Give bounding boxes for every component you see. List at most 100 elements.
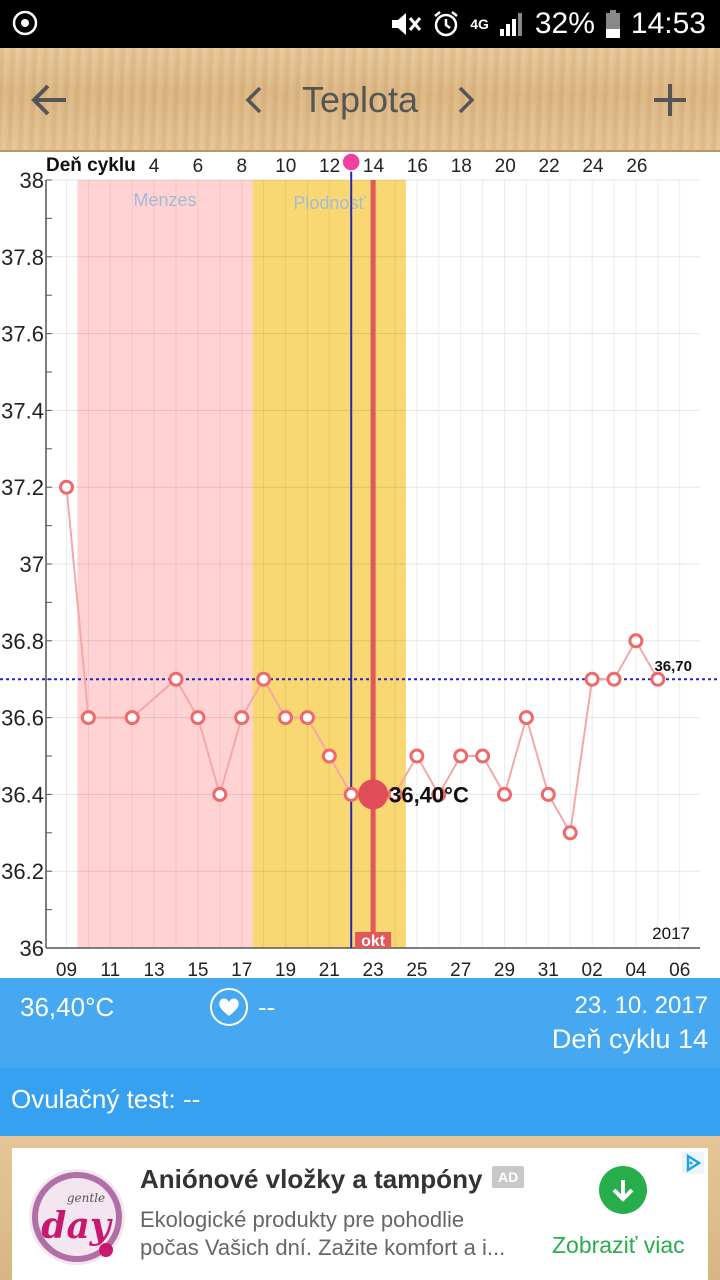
selected-date: 23. 10. 2017 <box>574 992 708 1019</box>
cycle-day-tick-label: 20 <box>495 156 516 177</box>
date-tick-label: 31 <box>538 960 559 978</box>
selected-point[interactable] <box>358 779 389 810</box>
temperature-point[interactable] <box>650 671 666 687</box>
prev-chevron-icon[interactable] <box>236 72 272 128</box>
date-tick-label: 27 <box>450 960 471 978</box>
temperature-point[interactable] <box>562 825 578 841</box>
date-tick-label: 06 <box>669 960 690 978</box>
heart-icon[interactable] <box>210 988 248 1026</box>
title-navigator: Teplota <box>230 70 490 130</box>
y-tick-label: 36.4 <box>1 782 44 807</box>
next-chevron-icon[interactable] <box>448 72 484 128</box>
date-tick-label: 13 <box>144 960 165 978</box>
y-tick-label: 38 <box>20 168 44 193</box>
cycle-day-tick-label: 10 <box>275 156 296 177</box>
ad-cta-button[interactable]: Zobraziť viac <box>552 1232 685 1258</box>
cycle-day-tick-label: 8 <box>237 156 248 177</box>
month-label-bg <box>355 932 392 948</box>
temperature-point[interactable] <box>168 671 184 687</box>
coverline-label: 36,70 <box>654 658 692 675</box>
download-arrow-icon[interactable] <box>599 1166 647 1214</box>
date-tick-label: 17 <box>231 960 252 978</box>
month-label: okt <box>361 933 386 950</box>
y-tick-label: 36.6 <box>1 706 44 731</box>
y-tick-label: 36.2 <box>1 859 44 884</box>
date-tick-label: 09 <box>56 960 77 978</box>
temperature-point[interactable] <box>518 710 534 726</box>
temperature-point[interactable] <box>80 710 96 726</box>
svg-text:day: day <box>41 1205 112 1247</box>
temperature-point[interactable] <box>212 786 228 802</box>
heart-value: -- <box>258 992 276 1022</box>
cycle-day-tick-label: 22 <box>539 156 560 177</box>
cycle-day-tick-label: 12 <box>319 156 340 177</box>
temperature-point[interactable] <box>409 748 425 764</box>
battery-icon <box>605 10 620 38</box>
temperature-point[interactable] <box>234 710 250 726</box>
cycle-day-tick-label: 18 <box>451 156 472 177</box>
y-tick-label: 37.6 <box>1 322 44 347</box>
y-tick-label: 37 <box>20 552 44 577</box>
cycle-day-tick-label: 16 <box>407 156 428 177</box>
network-label: 4G <box>470 16 489 32</box>
temperature-point[interactable] <box>343 786 359 802</box>
date-tick-label: 11 <box>100 960 120 978</box>
temperature-point[interactable] <box>453 748 469 764</box>
signal-icon <box>499 13 522 36</box>
cycle-day-tick-label: 26 <box>626 156 647 177</box>
temperature-point[interactable] <box>256 671 272 687</box>
temperature-point[interactable] <box>59 479 74 495</box>
add-icon[interactable] <box>648 78 692 122</box>
date-tick-label: 15 <box>187 960 208 978</box>
ad-choices-icon[interactable] <box>678 1148 708 1178</box>
cycle-day: Deň cyklu 14 <box>551 1024 708 1054</box>
temperature-point[interactable] <box>124 710 140 726</box>
temperature-chart[interactable]: Menzes Plodnosť 38 37.8 37.6 37.4 37.2 37 36.8 36… <box>0 152 720 981</box>
ad-badge: AD <box>492 1166 525 1188</box>
temperature-point[interactable] <box>387 786 403 802</box>
date-tick-label: 19 <box>275 960 296 978</box>
y-tick-label: 37.8 <box>1 245 44 270</box>
ad-title[interactable]: Aniónové vložky a tampóny <box>140 1164 483 1194</box>
alarm-icon <box>434 11 458 37</box>
date-tick-label: 04 <box>625 960 647 978</box>
back-arrow-icon[interactable] <box>28 78 72 122</box>
y-tick-label: 36.8 <box>1 629 44 654</box>
temperature-point[interactable] <box>497 786 512 802</box>
clock: 14:53 <box>630 7 706 40</box>
temperature-point[interactable] <box>540 786 556 802</box>
ovulation-marker[interactable] <box>341 152 361 172</box>
chart-svg[interactable]: Menzes Plodnosť 38 37.8 37.6 37.4 37.2 37 36.8 36… <box>0 152 720 981</box>
region-menses <box>77 180 253 948</box>
date-tick-label: 21 <box>319 960 340 978</box>
temperature-point[interactable] <box>278 710 293 726</box>
temperature-point[interactable] <box>299 710 315 726</box>
selected-point-label: 36,40°C <box>389 782 469 807</box>
temperature-point[interactable] <box>584 671 600 687</box>
y-tick-label: 37.2 <box>1 475 44 500</box>
region-label: Menzes <box>134 190 197 210</box>
temperature-point[interactable] <box>431 786 447 802</box>
status-bar: 4G 32% 14:53 <box>0 0 720 48</box>
cycle-day-tick-label: 14 <box>363 156 385 177</box>
ad-card[interactable]: gentle day Aniónové vložky a tampóny AD … <box>12 1148 708 1280</box>
ovulation-test-row[interactable]: Ovulačný test: -- <box>0 1068 720 1136</box>
battery-percent: 32% <box>534 7 595 40</box>
date-tick-label: 23 <box>363 960 384 978</box>
info-bar: 36,40°C -- 23. 10. 2017 Deň cyklu 14 <box>0 978 720 1068</box>
year-label: 2017 <box>652 924 690 943</box>
temperature-point[interactable] <box>190 710 206 726</box>
ovulation-test-label: Ovulačný test: -- <box>11 1084 201 1114</box>
temperature-point[interactable] <box>321 748 337 764</box>
svg-text:gentle: gentle <box>67 1191 105 1205</box>
mute-icon <box>392 13 422 35</box>
ad-desc-line1: Ekologické produkty pre pohodlie <box>140 1207 465 1232</box>
temperature-point[interactable] <box>475 748 491 764</box>
cycle-day-tick-label: 4 <box>149 156 160 177</box>
cycle-day-axis-label: Deň cyklu <box>46 155 136 176</box>
ad-container: gentle day Aniónové vložky a tampóny AD … <box>0 1136 720 1280</box>
region-fertility <box>252 180 406 948</box>
temperature-point[interactable] <box>606 671 622 687</box>
page-title: Teplota <box>301 79 419 120</box>
temperature-point[interactable] <box>628 633 644 649</box>
